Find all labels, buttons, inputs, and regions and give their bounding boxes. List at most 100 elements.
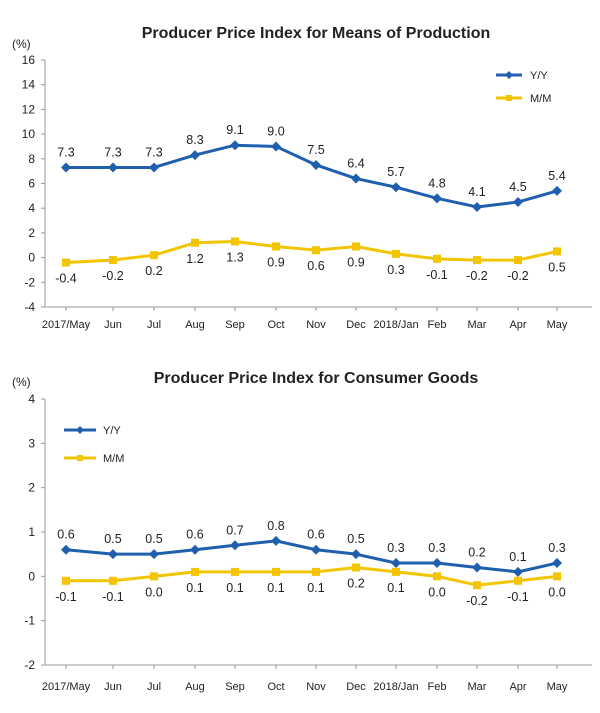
data-point	[311, 544, 321, 555]
data-label: 0.6	[57, 528, 74, 542]
data-point	[391, 558, 401, 569]
data-point	[432, 193, 442, 204]
data-label: 4.1	[468, 185, 485, 199]
x-tick-label: Feb	[428, 319, 447, 331]
data-label: 0.0	[428, 585, 445, 599]
legend-marker	[506, 95, 512, 101]
data-point	[61, 544, 71, 555]
data-label: 0.2	[468, 545, 485, 559]
data-point	[61, 162, 71, 173]
x-tick-label: 2017/May	[42, 681, 91, 693]
x-tick-label: 2018/Jan	[373, 681, 418, 693]
legend-entry: Y/Y	[64, 425, 121, 437]
data-point	[514, 256, 522, 265]
data-point	[150, 572, 158, 581]
data-label: 7.3	[104, 145, 121, 159]
data-point	[271, 141, 281, 152]
data-label: 0.3	[548, 541, 565, 555]
data-label: -0.1	[426, 268, 448, 282]
data-point	[62, 576, 70, 585]
data-point	[150, 251, 158, 260]
y-tick-label: 1	[28, 525, 35, 539]
x-tick-label: Aug	[185, 319, 205, 331]
data-point	[191, 238, 199, 247]
data-label: 0.5	[145, 532, 162, 546]
y-tick-label: 8	[28, 152, 35, 166]
data-point	[351, 549, 361, 560]
data-point	[312, 246, 320, 255]
data-label: 0.6	[186, 528, 203, 542]
data-label: 7.3	[57, 145, 74, 159]
data-point	[472, 562, 482, 573]
y-tick-label: 2	[28, 226, 35, 240]
data-label: 0.0	[548, 585, 565, 599]
data-point	[553, 247, 561, 256]
x-tick-label: Mar	[468, 319, 487, 331]
data-point	[433, 254, 441, 263]
x-tick-label: May	[547, 681, 568, 693]
data-label: 0.1	[267, 581, 284, 595]
data-label: 0.9	[267, 255, 284, 269]
x-tick-label: Oct	[267, 681, 284, 693]
x-tick-label: Dec	[346, 681, 366, 693]
data-label: 0.1	[226, 581, 243, 595]
y-tick-label: -1	[24, 614, 35, 628]
y-tick-label: 4	[28, 392, 35, 406]
legend-label: Y/Y	[530, 70, 548, 82]
x-tick-label: Oct	[267, 319, 284, 331]
chart-title: Producer Price Index for Means of Produc…	[142, 25, 491, 42]
y-unit-label: (%)	[12, 375, 31, 389]
data-point	[473, 581, 481, 590]
data-point	[230, 140, 240, 151]
y-tick-label: 0	[28, 251, 35, 265]
data-label: 4.8	[428, 176, 445, 190]
y-tick-label: 16	[22, 53, 36, 67]
data-label: 0.3	[387, 263, 404, 277]
data-label: 7.5	[307, 143, 324, 157]
x-tick-label: Nov	[306, 681, 326, 693]
x-tick-label: Nov	[306, 319, 326, 331]
x-tick-label: Jun	[104, 319, 122, 331]
data-point	[352, 563, 360, 572]
legend-marker	[77, 455, 83, 461]
y-unit-label: (%)	[12, 37, 31, 51]
data-label: -0.2	[466, 594, 488, 608]
y-tick-label: 6	[28, 177, 35, 191]
data-point	[231, 567, 239, 576]
data-point	[108, 162, 118, 173]
data-label: 0.3	[387, 541, 404, 555]
data-label: 1.3	[226, 251, 243, 265]
data-label: 0.1	[186, 581, 203, 595]
data-label: 1.2	[186, 252, 203, 266]
series-yy: 0.6 0.5 0.5 0.6 0.7 0.8 0.6 0.5 0.3 0.3 0.2 0.1 0.3	[57, 519, 566, 577]
data-label: 9.0	[267, 124, 284, 138]
data-label: -0.1	[102, 590, 124, 604]
data-point	[191, 567, 199, 576]
series-yy: 7.3 7.3 7.3 8.3 9.1 9.0 7.5 6.4 5.7 4.8 4.1 4.5 5.4	[57, 123, 566, 212]
data-point	[272, 567, 280, 576]
legend-label: M/M	[103, 453, 124, 465]
data-point	[392, 249, 400, 258]
y-tick-label: 3	[28, 436, 35, 450]
data-label: 0.1	[509, 550, 526, 564]
data-point	[271, 535, 281, 546]
x-tick-label: Apr	[509, 681, 526, 693]
data-point	[391, 182, 401, 193]
x-tick-label: Jul	[147, 681, 161, 693]
x-tick-label: Jul	[147, 319, 161, 331]
data-point	[108, 549, 118, 560]
legend-label: M/M	[530, 93, 551, 105]
data-label: 6.4	[347, 157, 364, 171]
data-point	[231, 237, 239, 246]
data-label: 0.9	[347, 255, 364, 269]
legend-marker	[76, 426, 84, 434]
x-tick-label: Sep	[225, 681, 245, 693]
data-point	[472, 201, 482, 212]
data-label: 0.6	[307, 528, 324, 542]
y-tick-label: 10	[22, 127, 36, 141]
data-label: -0.2	[102, 269, 124, 283]
x-tick-label: Feb	[428, 681, 447, 693]
data-point	[149, 549, 159, 560]
data-label: 7.3	[145, 145, 162, 159]
